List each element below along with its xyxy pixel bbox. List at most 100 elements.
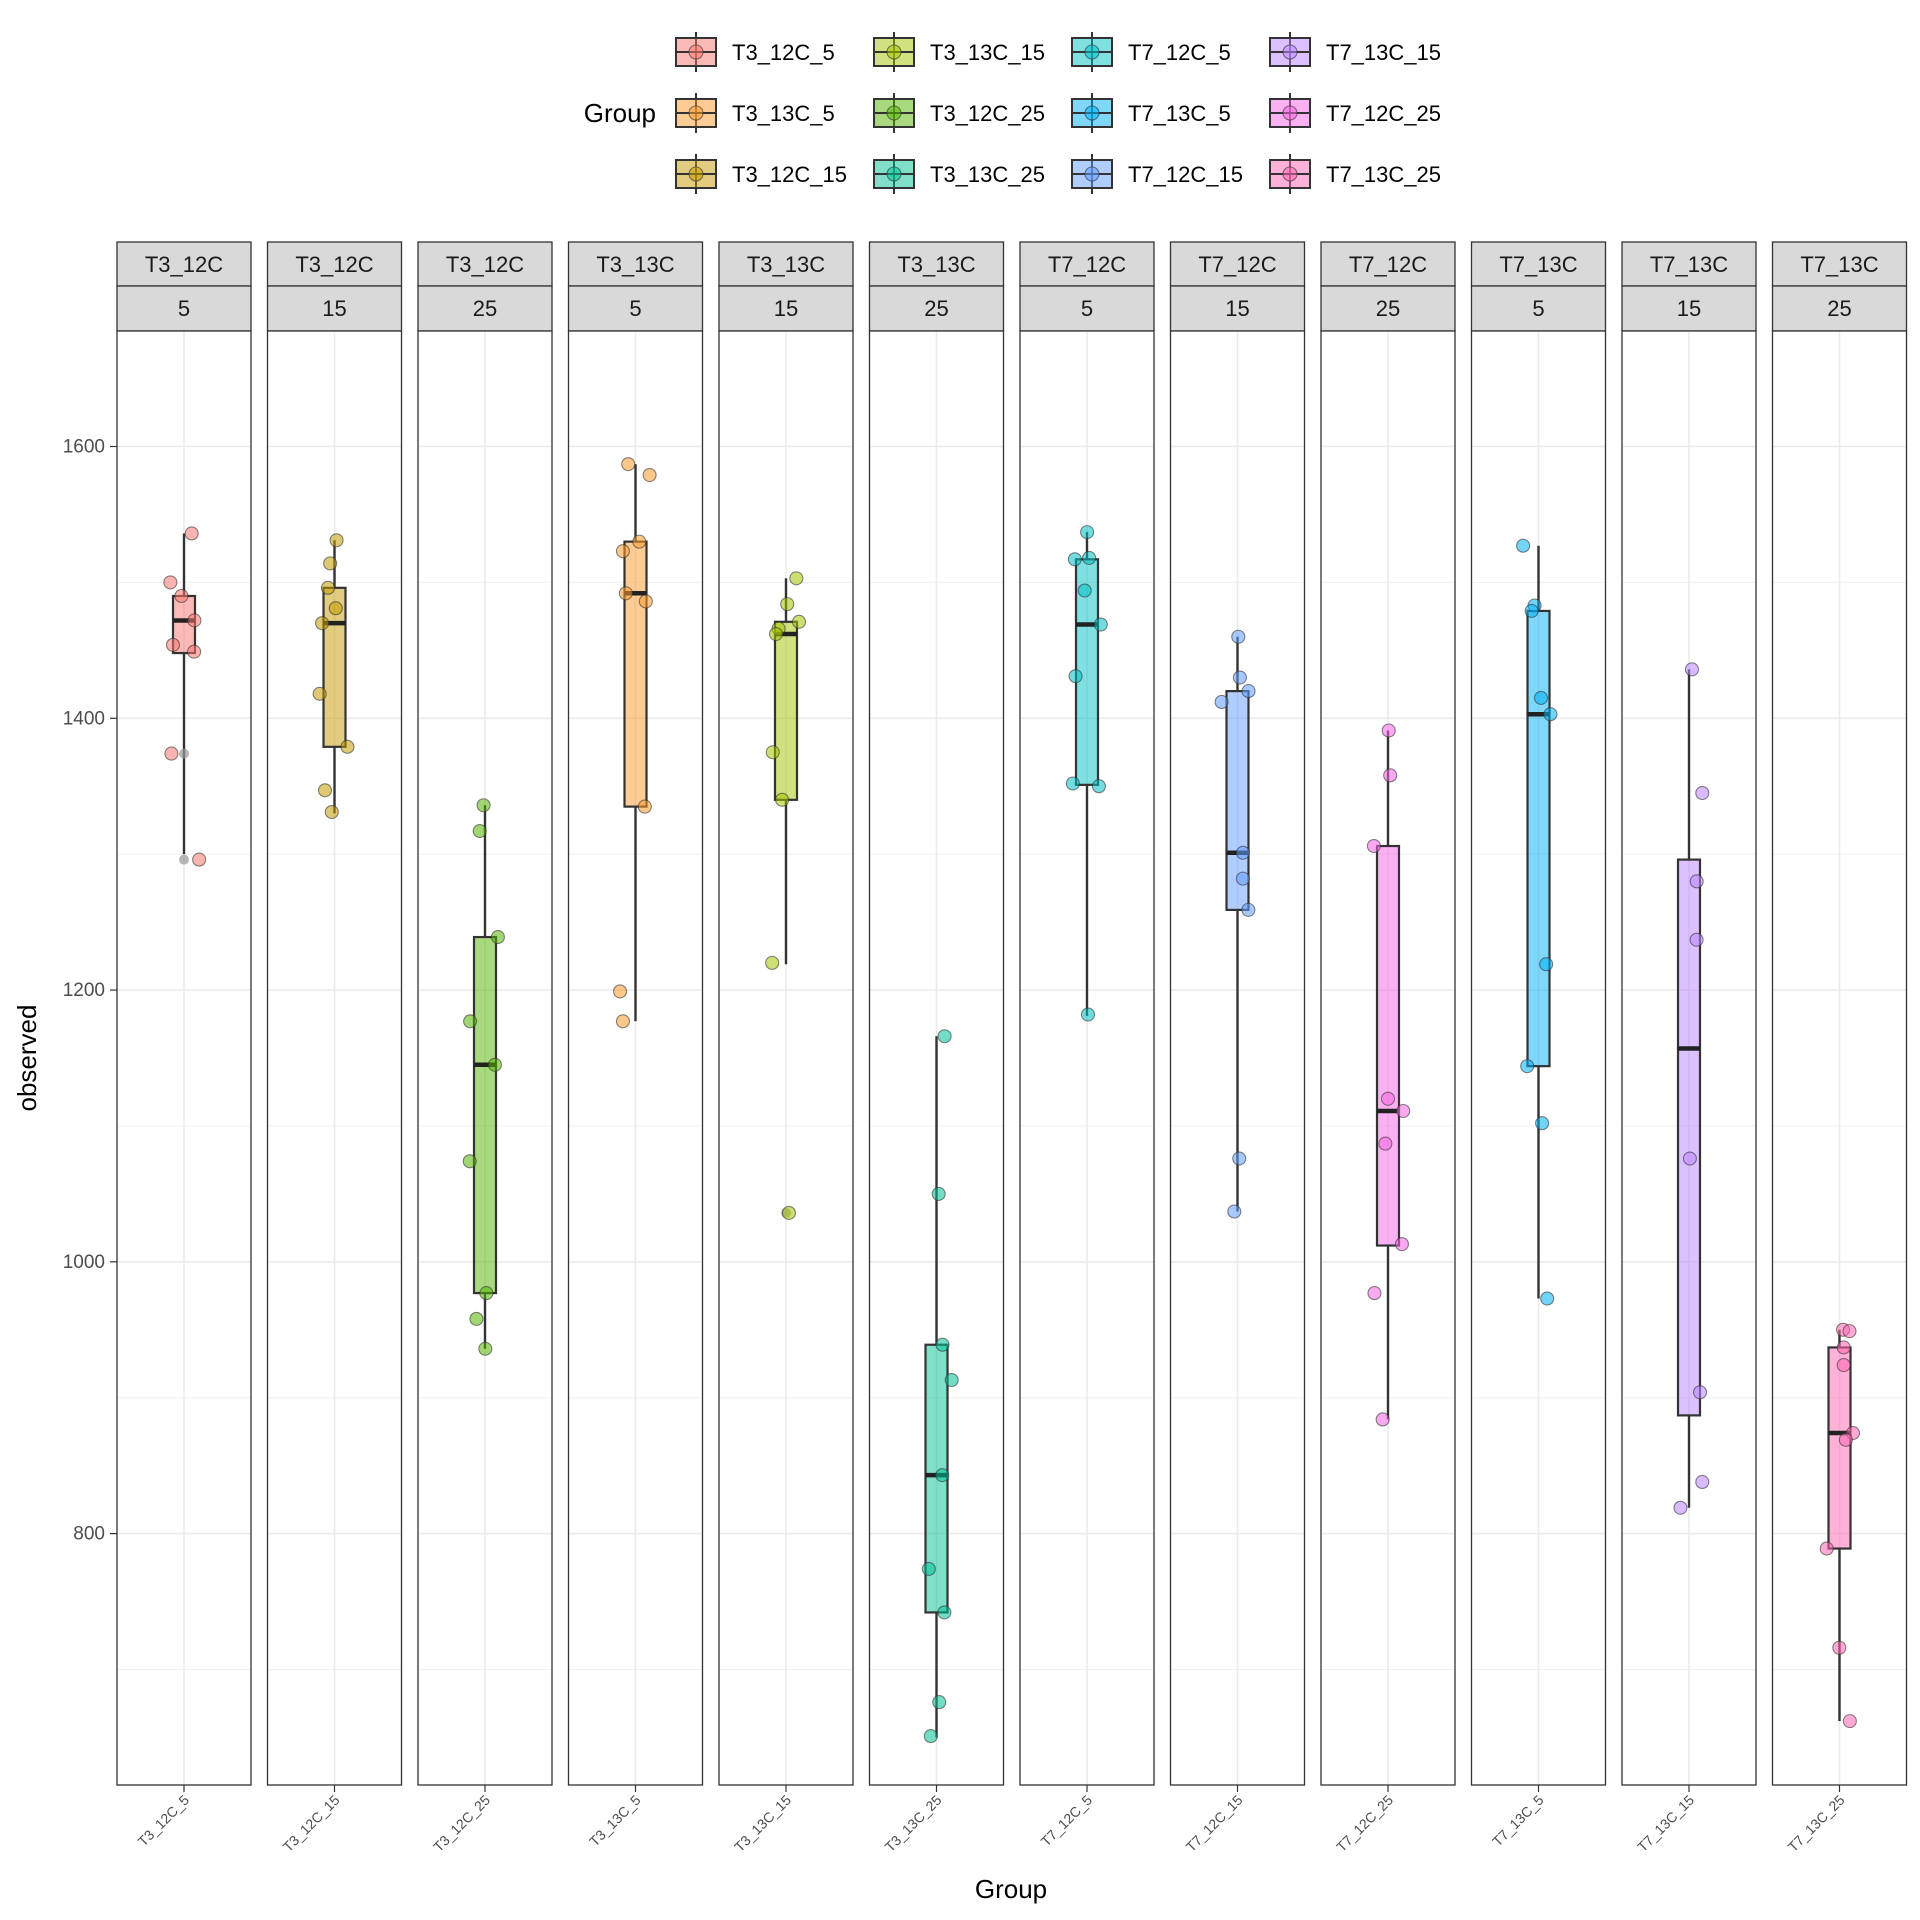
data-point xyxy=(1396,1103,1411,1119)
data-point xyxy=(1093,617,1108,632)
facet-panel-T7_13C_25: T7_13C 25 T7_13C_25 xyxy=(1771,241,1908,1855)
data-point xyxy=(1524,603,1539,618)
data-point xyxy=(937,1029,952,1044)
data-point xyxy=(944,1373,959,1388)
legend-key-point xyxy=(688,166,704,182)
data-point xyxy=(320,580,336,595)
data-point xyxy=(1832,1640,1847,1655)
legend-entry-T3_12C_15: T3_12C_15 xyxy=(675,154,847,194)
data-point xyxy=(768,626,784,642)
data-point xyxy=(1394,1237,1409,1252)
data-point xyxy=(781,1205,796,1220)
data-point xyxy=(462,1154,477,1169)
legend: Group T3_12C_5 T3_13C_5 T3_12C_15 T3_13C_15… xyxy=(584,32,1441,194)
facet-strip-label-top: T3_13C xyxy=(747,252,825,277)
facet-strip-label-bottom: 5 xyxy=(629,296,641,321)
y-tick-label: 1400 xyxy=(63,708,105,729)
x-tick-label: T7_12C_5 xyxy=(1038,1792,1096,1850)
facet-strip-label-bottom: 5 xyxy=(1081,296,1093,321)
facet-strip-label-bottom: 25 xyxy=(1376,296,1400,321)
legend-key-point xyxy=(1282,105,1298,121)
facet-panel-T3_12C_5: T3_12C 5 T3_12C_5 xyxy=(116,241,252,1849)
x-tick-label: T3_13C_15 xyxy=(731,1792,794,1855)
facet-strip-label-bottom: 15 xyxy=(322,296,346,321)
data-point xyxy=(1077,583,1092,598)
legend-entry-T7_12C_5: T7_12C_5 xyxy=(1071,32,1231,72)
box-iqr xyxy=(623,540,648,808)
legend-key-point xyxy=(1282,44,1298,60)
legend-label: T7_12C_5 xyxy=(1128,40,1231,65)
outlier-point xyxy=(179,748,189,759)
facet-strip-label-bottom: 25 xyxy=(473,296,497,321)
box-iqr xyxy=(472,935,498,1295)
data-point xyxy=(329,533,344,548)
box-iqr xyxy=(1375,844,1401,1247)
facet-strip-label-top: T3_13C xyxy=(897,252,975,277)
legend-entry-T7_13C_25: T7_13C_25 xyxy=(1269,154,1441,194)
facet-strip-label-top: T3_12C xyxy=(295,252,373,277)
data-point xyxy=(1380,1091,1396,1106)
data-point xyxy=(937,1605,952,1620)
legend-label: T3_12C_15 xyxy=(732,162,847,187)
legend-entry-T3_12C_5: T3_12C_5 xyxy=(675,32,835,72)
data-point xyxy=(1068,669,1083,684)
facet-strip-top xyxy=(868,241,1005,287)
data-point xyxy=(1378,1136,1393,1151)
y-tick-label: 1200 xyxy=(63,980,105,1001)
data-point xyxy=(1520,1059,1535,1074)
data-point xyxy=(1082,550,1097,565)
facet-panels: T3_12C 5 T3_12C_5 T3_12C 15 T3_12C_15 T3_12C 25… xyxy=(116,241,1908,1855)
box-iqr xyxy=(773,620,799,801)
legend-label: T7_13C_15 xyxy=(1326,40,1441,65)
facet-strip-label-top: T3_13C xyxy=(596,252,674,277)
data-point xyxy=(1836,1340,1851,1355)
data-point xyxy=(1539,957,1554,972)
data-point xyxy=(775,792,790,807)
data-point xyxy=(932,1695,947,1710)
facet-panel-T3_13C_25: T3_13C 25 T3_13C_25 xyxy=(868,241,1005,1855)
facet-strip-label-bottom: 15 xyxy=(1225,296,1249,321)
facet-strip-top xyxy=(266,241,403,287)
data-point xyxy=(164,746,179,761)
legend-key-point xyxy=(1282,166,1298,182)
legend-entry-T3_12C_25: T3_12C_25 xyxy=(873,93,1045,133)
data-point xyxy=(1684,662,1700,677)
data-point xyxy=(789,571,804,586)
y-tick-label: 800 xyxy=(73,1524,105,1545)
data-point xyxy=(1533,690,1549,705)
data-point xyxy=(1065,776,1080,791)
x-tick-label: T7_12C_15 xyxy=(1183,1792,1246,1855)
data-point xyxy=(1516,538,1531,553)
y-tick-label: 1000 xyxy=(63,1252,105,1273)
x-tick-label: T3_12C_15 xyxy=(280,1792,343,1855)
legend-label: T3_13C_15 xyxy=(930,40,1045,65)
x-tick-label: T7_13C_5 xyxy=(1489,1792,1547,1850)
data-point xyxy=(615,1014,630,1029)
data-point xyxy=(618,586,633,601)
x-tick-label: T3_13C_25 xyxy=(882,1792,945,1855)
data-point xyxy=(1232,1151,1247,1166)
facet-strip-bottom xyxy=(1771,285,1908,332)
data-point xyxy=(613,984,628,999)
data-point xyxy=(632,534,647,549)
data-point xyxy=(312,686,327,701)
legend-key-point xyxy=(1084,105,1100,121)
data-point xyxy=(615,544,630,559)
data-point xyxy=(1695,785,1710,801)
legend-label: T7_12C_15 xyxy=(1128,162,1243,187)
legend-label: T7_12C_25 xyxy=(1326,101,1441,126)
data-point xyxy=(490,930,505,945)
facet-panel-T7_12C_5: T7_12C 5 T7_12C_5 xyxy=(1019,241,1155,1850)
legend-label: T7_13C_25 xyxy=(1326,162,1441,187)
facet-strip-top xyxy=(1470,241,1607,287)
data-point xyxy=(1235,871,1250,886)
data-point xyxy=(921,1561,936,1576)
x-tick-label: T3_12C_25 xyxy=(430,1792,493,1855)
data-point xyxy=(1080,1007,1096,1022)
data-point xyxy=(1367,1286,1382,1301)
data-point xyxy=(1673,1500,1688,1515)
data-point xyxy=(1383,768,1398,783)
legend-key-point xyxy=(886,105,902,121)
data-point xyxy=(323,556,338,571)
facet-strip-top xyxy=(718,241,854,287)
